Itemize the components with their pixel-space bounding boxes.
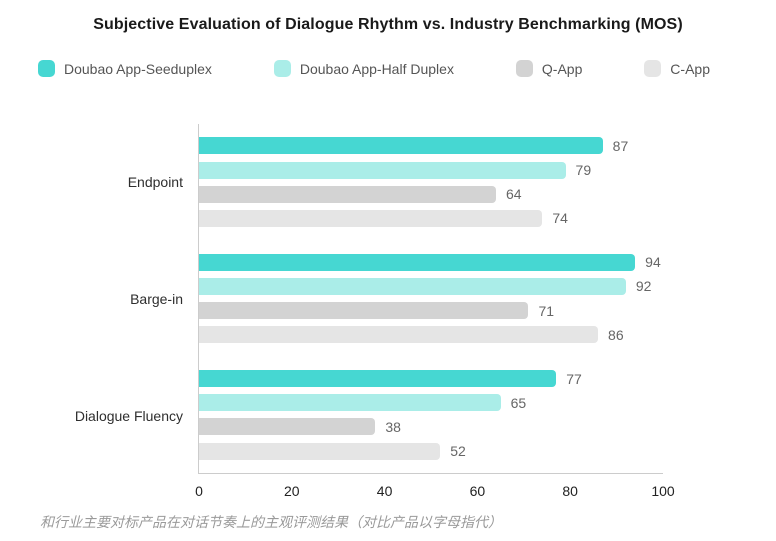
x-tick-label: 40	[376, 483, 393, 499]
x-axis: 0 20 40 60 80 100	[195, 475, 675, 499]
bar-row: 71	[199, 302, 663, 320]
category-axis: Endpoint Barge-in Dialogue Fluency	[0, 124, 198, 474]
bar-value-label: 52	[450, 443, 466, 460]
legend-item: Q-App	[515, 60, 583, 77]
bar-row: 86	[199, 326, 663, 344]
bar-value-label: 77	[566, 370, 582, 387]
x-tick-label: 60	[469, 483, 486, 499]
bar-value-label: 74	[552, 210, 568, 227]
chart-body: Endpoint Barge-in Dialogue Fluency 87 79 64 7…	[0, 124, 776, 499]
legend-item: C-App	[644, 60, 710, 77]
bar-value-label: 87	[612, 137, 629, 154]
bar	[199, 370, 557, 388]
category-label: Barge-in	[130, 291, 183, 307]
legend-swatch-icon	[273, 60, 291, 77]
bar	[199, 209, 543, 227]
legend-item: Doubao App-Half Duplex	[273, 60, 454, 77]
bar	[199, 161, 566, 179]
legend-label: Doubao App-Seeduplex	[64, 60, 212, 77]
bar-row: 79	[199, 161, 663, 179]
bar-row: 94	[199, 253, 663, 271]
bar-row: 77	[199, 370, 663, 388]
bar-value-label: 65	[510, 394, 527, 411]
bar	[199, 277, 626, 295]
x-tick-label: 0	[195, 483, 203, 499]
x-tick-label: 100	[651, 483, 675, 499]
bar-value-label: 38	[385, 418, 401, 435]
bar-value-label: 86	[608, 326, 624, 343]
bar-row: 87	[199, 137, 663, 155]
bar	[199, 185, 496, 203]
bar	[199, 302, 529, 320]
bar	[199, 394, 501, 412]
bar	[199, 442, 441, 460]
bar-value-label: 92	[635, 278, 652, 295]
legend-swatch-icon	[644, 60, 662, 77]
bar-row: 52	[199, 442, 663, 460]
bar-row: 92	[199, 277, 663, 295]
bar-group: 87 79 64 74	[199, 124, 663, 240]
bar	[199, 253, 636, 271]
bar	[199, 137, 603, 155]
legend-swatch-icon	[515, 60, 533, 77]
x-tick-label: 20	[284, 483, 300, 499]
bar-value-label: 64	[505, 186, 522, 203]
bar-row: 38	[199, 418, 663, 436]
x-tick-label: 80	[562, 483, 578, 499]
bar	[199, 326, 599, 344]
bar-row: 74	[199, 209, 663, 227]
bar	[199, 418, 376, 436]
legend-label: Q-App	[541, 60, 583, 77]
bar-group: 94 92 71 86	[199, 240, 663, 356]
category-label: Dialogue Fluency	[74, 407, 183, 424]
bar-row: 65	[199, 394, 663, 412]
chart-title: Subjective Evaluation of Dialogue Rhythm…	[93, 16, 683, 33]
plot-area: 87 79 64 74 94 92 71 86 77 65 38 52 0 20 40 60 80 100	[195, 124, 675, 499]
chart-caption: 和行业主要对标产品在对话节奏上的主观评测结果（对比产品以字母指代）	[40, 514, 502, 530]
bar-value-label: 94	[645, 254, 661, 271]
bar-row: 64	[199, 185, 663, 203]
legend-item: Doubao App-Seeduplex	[38, 60, 212, 77]
bar-group: 77 65 38 52	[199, 357, 663, 473]
legend-label: C-App	[670, 60, 710, 77]
bar-value-label: 71	[538, 302, 555, 319]
legend: Doubao App-Seeduplex Doubao App-Half Dupl…	[38, 60, 710, 77]
legend-label: Doubao App-Half Duplex	[299, 60, 454, 77]
category-label: Endpoint	[127, 174, 183, 191]
legend-swatch-icon	[38, 60, 55, 77]
bar-value-label: 79	[575, 162, 592, 179]
